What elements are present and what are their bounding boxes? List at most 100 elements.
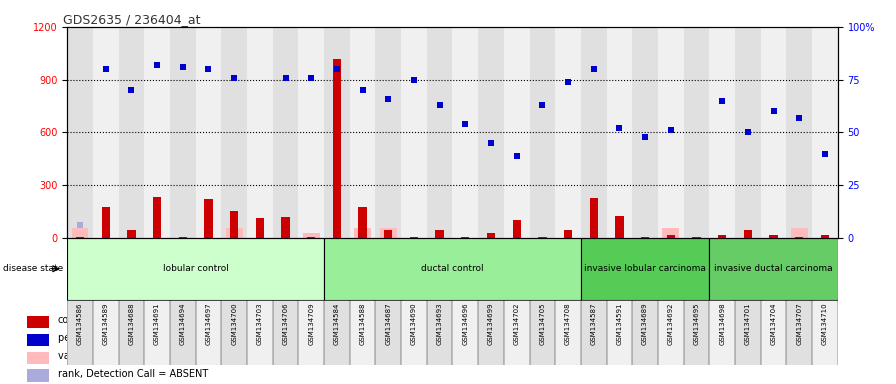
Text: GSM134700: GSM134700 [231,303,237,346]
Text: GSM134591: GSM134591 [616,303,623,345]
Bar [298,27,324,238]
Bar [633,27,658,238]
Text: GSM134697: GSM134697 [205,303,211,346]
Bar [667,235,675,238]
Bar [735,27,761,238]
Bar [401,300,426,365]
Bar [375,300,401,365]
Bar [230,211,238,238]
Bar [821,235,829,238]
Bar [770,235,778,238]
Text: GSM134699: GSM134699 [488,303,494,346]
Bar [118,27,144,238]
Text: invasive lobular carcinoma: invasive lobular carcinoma [584,264,706,273]
Bar [178,237,187,238]
Bar [272,300,298,365]
Text: GSM134687: GSM134687 [385,303,392,346]
Bar [504,27,530,238]
Bar [307,237,315,238]
Bar [170,300,195,365]
Bar [101,207,110,238]
Bar [616,216,624,238]
Bar [204,199,212,238]
Bar [375,27,401,238]
Bar [67,300,93,365]
Bar [513,220,521,238]
Text: ductal control: ductal control [421,264,484,273]
Bar [281,217,289,238]
Text: GSM134693: GSM134693 [436,303,443,346]
Bar [153,197,161,238]
Text: GSM134707: GSM134707 [797,303,802,346]
Bar [27,334,49,346]
Bar [581,27,607,238]
Text: percentile rank within the sample: percentile rank within the sample [57,333,223,343]
Bar [744,230,752,238]
Bar [564,230,573,238]
Bar [27,369,49,382]
Text: GSM134589: GSM134589 [103,303,108,345]
Text: GSM134584: GSM134584 [334,303,340,345]
Bar [684,300,710,365]
Bar [658,300,684,365]
Bar [530,27,556,238]
Bar [409,237,418,238]
Bar [349,300,375,365]
Bar [633,300,658,365]
Text: GSM134692: GSM134692 [668,303,674,345]
Bar [226,228,243,238]
Bar [607,300,633,365]
Bar [478,300,504,365]
Text: GSM134702: GSM134702 [513,303,520,345]
Bar [684,27,710,238]
Text: GSM134695: GSM134695 [694,303,700,345]
Bar [662,228,679,238]
Bar [761,300,787,365]
Bar [401,27,426,238]
Bar [380,228,397,238]
Bar [349,27,375,238]
Bar [487,233,495,238]
Bar [27,316,49,328]
Bar [426,300,452,365]
Bar [735,300,761,365]
Bar [461,237,470,238]
Text: lobular control: lobular control [163,264,228,273]
Bar [354,228,371,238]
Bar [332,59,341,238]
Bar [93,27,118,238]
Bar [452,300,478,365]
Text: GSM134586: GSM134586 [77,303,83,345]
Bar [787,300,812,365]
Bar [791,228,807,238]
Bar [272,27,298,238]
Text: GSM134709: GSM134709 [308,303,314,346]
Bar [718,235,727,238]
Text: GSM134698: GSM134698 [719,303,725,346]
Bar [255,218,264,238]
Bar [221,27,247,238]
Bar [504,300,530,365]
Text: GSM134696: GSM134696 [462,303,469,346]
Text: GSM134688: GSM134688 [128,303,134,346]
Bar [478,27,504,238]
Bar [452,27,478,238]
Bar [590,199,598,238]
Text: GSM134710: GSM134710 [822,303,828,346]
Bar [787,27,812,238]
Bar [93,300,118,365]
Text: GSM134704: GSM134704 [771,303,777,345]
Bar [426,27,452,238]
Bar [358,207,366,238]
Bar [435,230,444,238]
Bar [127,230,135,238]
Bar [118,300,144,365]
Bar [72,228,89,238]
Bar [67,238,324,300]
Bar [556,300,581,365]
Bar [658,27,684,238]
Bar [298,300,324,365]
Bar [221,300,247,365]
Bar [693,237,701,238]
Bar [144,27,170,238]
